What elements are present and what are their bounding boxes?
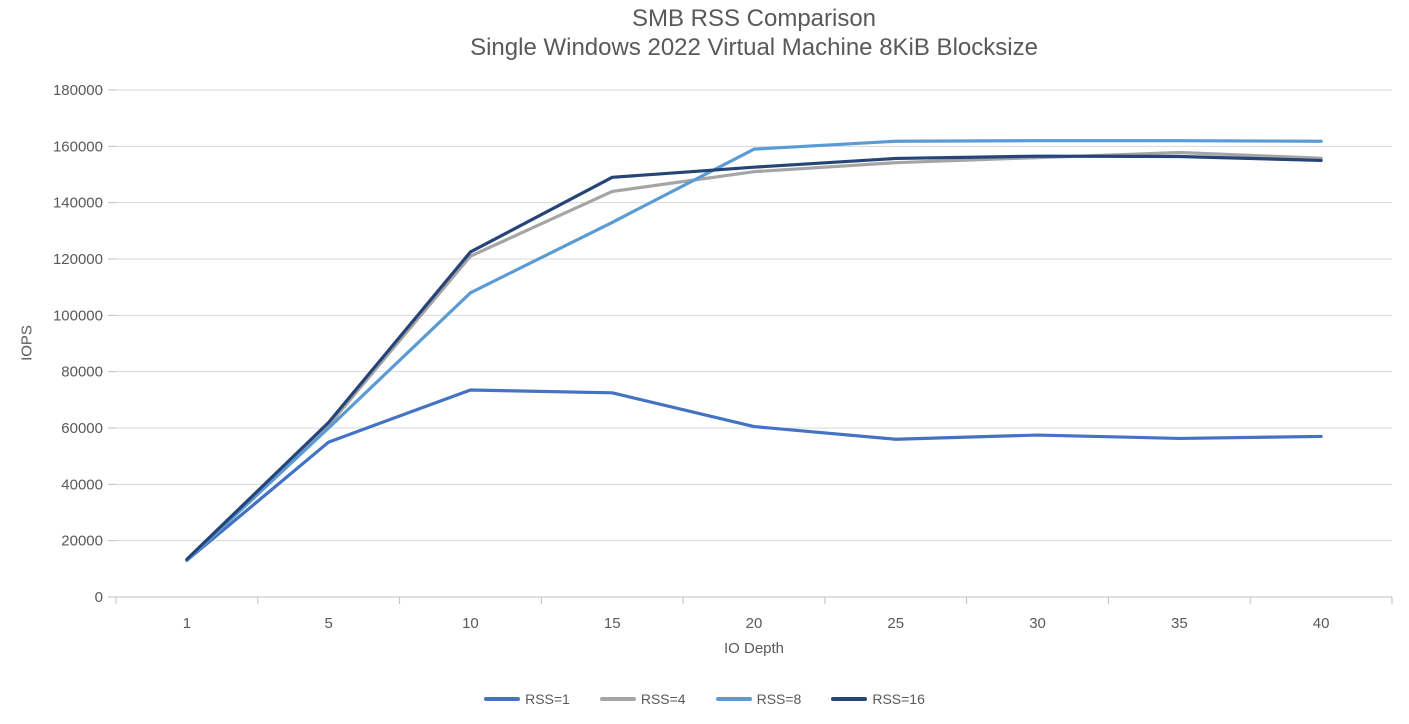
y-tick-label: 60000 xyxy=(61,420,103,437)
series-line-RSS=4 xyxy=(185,150,1323,562)
x-tick-label: 25 xyxy=(887,615,904,632)
x-tick-label: 35 xyxy=(1171,615,1188,632)
series-line-RSS=16 xyxy=(185,154,1323,561)
legend-swatch-icon xyxy=(599,697,636,701)
y-axis-title: IOPS xyxy=(18,325,36,361)
y-tick-label: 180000 xyxy=(53,82,103,99)
x-tick-label: 30 xyxy=(1029,615,1046,632)
x-tick-label: 5 xyxy=(324,615,332,632)
x-tick-label: 40 xyxy=(1313,615,1330,632)
chart-title: SMB RSS Comparison Single Windows 2022 V… xyxy=(116,4,1392,62)
legend-label: RSS=1 xyxy=(525,691,570,707)
x-tick-label: 15 xyxy=(604,615,621,632)
legend-item-rss-16: RSS=16 xyxy=(831,691,925,707)
chart-title-line1: SMB RSS Comparison xyxy=(631,5,877,32)
y-tick-label: 100000 xyxy=(53,307,103,324)
legend-item-rss-8: RSS=8 xyxy=(715,691,802,707)
legend-label: RSS=4 xyxy=(640,691,686,707)
y-tick-label: 0 xyxy=(95,589,103,606)
x-tick-label: 10 xyxy=(462,615,479,632)
legend-swatch-icon xyxy=(715,697,752,701)
y-tick-label: 80000 xyxy=(61,364,103,381)
series-line-RSS=8 xyxy=(185,139,1323,562)
legend-item-rss-1: RSS=1 xyxy=(484,691,570,707)
x-tick-label: 1 xyxy=(183,615,191,632)
y-tick-label: 140000 xyxy=(53,195,103,212)
legend-label: RSS=16 xyxy=(872,691,925,707)
legend-swatch-icon xyxy=(484,697,521,701)
chart-title-line2: Single Windows 2022 Virtual Machine 8KiB… xyxy=(470,34,1038,61)
y-tick-label: 160000 xyxy=(53,138,103,155)
y-tick-label: 20000 xyxy=(61,533,103,550)
series-line-RSS=1 xyxy=(185,388,1323,562)
legend-item-rss-4: RSS=4 xyxy=(599,691,686,707)
x-tick-label: 20 xyxy=(746,615,763,632)
legend: RSS=1 RSS=4 RSS=8 RSS=16 xyxy=(0,691,1409,707)
x-axis-title: IO Depth xyxy=(723,640,785,657)
legend-label: RSS=8 xyxy=(756,691,802,707)
y-tick-label: 40000 xyxy=(61,476,103,493)
legend-swatch-icon xyxy=(831,697,868,701)
y-tick-label: 120000 xyxy=(53,251,103,268)
